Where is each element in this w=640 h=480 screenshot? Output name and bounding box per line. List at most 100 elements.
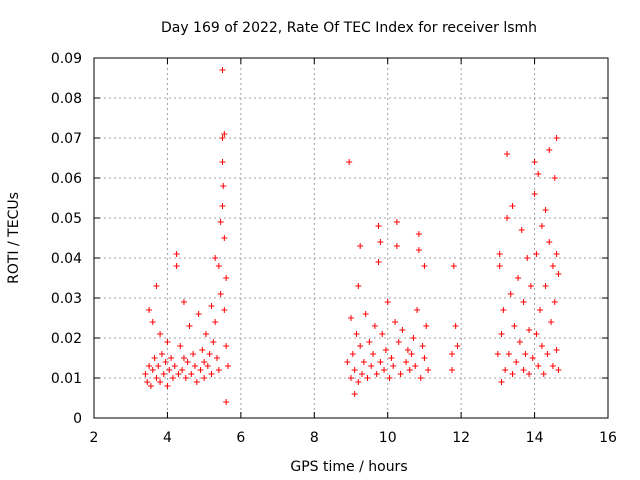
data-point-marker — [555, 367, 562, 373]
data-point-marker — [157, 379, 164, 385]
data-point-marker — [538, 343, 545, 349]
data-point-marker — [146, 307, 153, 313]
x-axis-label: GPS time / hours — [290, 459, 407, 475]
data-point-marker — [417, 375, 424, 381]
data-point-marker — [540, 371, 547, 377]
y-tick-label: 0.06 — [51, 171, 82, 187]
data-point-marker — [504, 151, 511, 157]
data-point-marker — [221, 131, 228, 137]
y-tick-label: 0.08 — [51, 91, 82, 107]
data-point-marker — [179, 367, 186, 373]
data-point-marker — [500, 307, 507, 313]
data-point-marker — [393, 219, 400, 225]
data-point-marker — [199, 347, 206, 353]
data-point-marker — [360, 359, 367, 365]
data-point-marker — [204, 363, 211, 369]
data-point-marker — [381, 367, 388, 373]
data-point-marker — [188, 371, 195, 377]
data-point-marker — [395, 339, 402, 345]
data-point-marker — [219, 203, 226, 209]
data-point-marker — [153, 283, 160, 289]
data-point-marker — [162, 359, 169, 365]
data-point-marker — [448, 351, 455, 357]
data-point-marker — [212, 255, 219, 261]
data-point-marker — [153, 375, 160, 381]
data-point-marker — [158, 351, 165, 357]
data-point-marker — [421, 263, 428, 269]
x-tick-label: 6 — [236, 430, 245, 446]
x-tick-label: 4 — [163, 430, 172, 446]
data-points — [142, 67, 562, 405]
data-point-marker — [171, 363, 178, 369]
data-point-marker — [215, 367, 222, 373]
data-point-marker — [366, 339, 373, 345]
data-point-marker — [549, 363, 556, 369]
data-point-marker — [516, 339, 523, 345]
data-point-marker — [377, 239, 384, 245]
data-point-marker — [177, 343, 184, 349]
data-point-marker — [357, 343, 364, 349]
data-point-marker — [202, 331, 209, 337]
data-point-marker — [375, 223, 382, 229]
data-point-marker — [368, 363, 375, 369]
data-point-marker — [348, 375, 354, 381]
data-point-marker — [223, 399, 230, 405]
data-point-marker — [520, 299, 527, 305]
data-point-marker — [184, 359, 191, 365]
data-point-marker — [531, 159, 538, 165]
data-point-marker — [546, 239, 553, 245]
data-point-marker — [344, 359, 351, 365]
data-point-marker — [217, 219, 224, 225]
data-point-marker — [518, 227, 525, 233]
data-point-marker — [151, 355, 158, 361]
data-point-marker — [195, 311, 202, 317]
data-point-marker — [425, 367, 432, 373]
data-point-marker — [210, 339, 217, 345]
data-point-marker — [215, 263, 222, 269]
data-point-marker — [419, 343, 426, 349]
data-point-marker — [526, 327, 533, 333]
data-point-marker — [220, 183, 227, 189]
data-point-marker — [450, 263, 457, 269]
data-point-marker — [399, 327, 406, 333]
data-point-marker — [346, 159, 353, 165]
data-point-marker — [221, 235, 228, 241]
data-point-marker — [496, 251, 503, 257]
data-point-marker — [415, 247, 422, 253]
data-point-marker — [551, 299, 558, 305]
y-tick-label: 0.02 — [51, 331, 82, 347]
data-point-marker — [509, 371, 516, 377]
data-point-marker — [219, 159, 226, 165]
data-point-marker — [348, 315, 354, 321]
data-point-marker — [155, 363, 162, 369]
data-point-marker — [351, 367, 358, 373]
data-point-marker — [147, 383, 154, 389]
data-point-marker — [531, 191, 538, 197]
x-tick-label: 10 — [379, 430, 397, 446]
data-point-marker — [175, 371, 182, 377]
data-point-marker — [553, 251, 560, 257]
data-point-marker — [393, 243, 400, 249]
plot-frame — [93, 57, 609, 419]
data-point-marker — [146, 363, 153, 369]
data-point-marker — [149, 319, 156, 325]
data-point-marker — [201, 375, 208, 381]
data-point-marker — [359, 371, 366, 377]
x-tick-label: 14 — [526, 430, 544, 446]
data-point-marker — [351, 391, 358, 397]
data-point-marker — [403, 359, 410, 365]
data-point-marker — [219, 135, 226, 141]
grid-lines — [94, 58, 608, 418]
data-point-marker — [221, 307, 228, 313]
data-point-marker — [535, 171, 542, 177]
data-point-marker — [164, 383, 171, 389]
data-point-marker — [364, 375, 371, 381]
data-point-marker — [388, 355, 395, 361]
y-tick-label: 0.03 — [51, 291, 82, 307]
data-point-marker — [225, 363, 232, 369]
data-point-marker — [193, 379, 200, 385]
data-point-marker — [168, 355, 175, 361]
data-point-marker — [349, 351, 356, 357]
data-point-marker — [454, 343, 461, 349]
data-point-marker — [157, 331, 164, 337]
